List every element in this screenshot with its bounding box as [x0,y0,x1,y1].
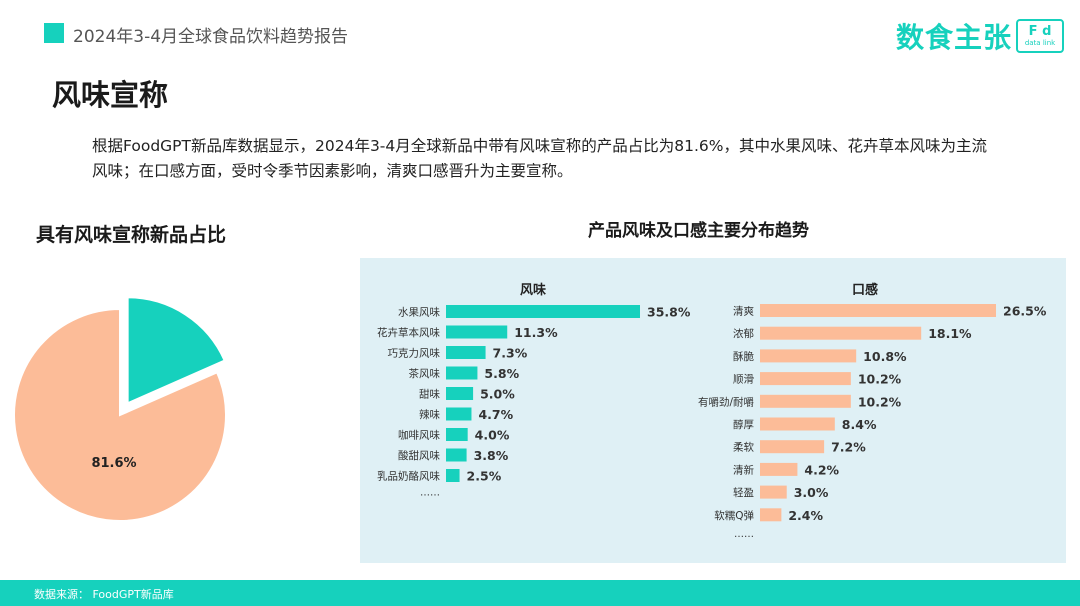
flavor-value-label: 5.8% [484,366,519,381]
texture-bar [760,508,782,522]
texture-value-label: 2.4% [788,508,823,523]
pie-slice-label: 81.6% [91,456,136,471]
flavor-chart-title: 风味 [520,282,546,298]
flavor-value-label: 35.8% [647,305,691,320]
flavor-bar [446,305,640,318]
texture-value-label: 18.1% [928,326,972,341]
brand-logo: 数食主张 F d data link [896,18,1065,54]
pie-slice-1 [126,296,226,405]
flavor-category-label: 酸甜风味 [398,449,440,462]
flavor-category-label: 甜味 [419,388,440,401]
texture-more-indicator: …… [734,529,754,540]
header-accent-square [44,23,64,43]
texture-bar [760,462,798,476]
flavor-category-label: 巧克力风味 [388,347,441,360]
flavor-bar [446,448,467,462]
flavor-bar [446,469,460,482]
flavor-category-label: 茶风味 [409,367,441,380]
texture-category-label: 酥脆 [733,350,754,363]
texture-value-label: 4.2% [804,462,839,477]
trend-chart-title: 产品风味及口感主要分布趋势 [588,221,809,241]
texture-value-label: 10.8% [863,349,907,364]
flavor-bar [446,325,508,339]
texture-value-label: 10.2% [858,372,902,387]
texture-category-label: 浓郁 [733,327,754,340]
pie-slice-0 [13,307,227,522]
texture-value-label: 26.5% [1003,304,1047,319]
flavor-claim-pie-chart: 81.6% [13,296,227,522]
texture-value-label: 7.2% [831,440,866,455]
flavor-value-label: 2.5% [467,469,502,484]
flavor-more-indicator: …… [420,488,440,499]
texture-category-label: 有嚼劲/耐嚼 [698,395,755,408]
texture-value-label: 10.2% [858,394,902,409]
texture-category-label: 清爽 [733,305,754,318]
trend-chart-panel: 风味水果风味 35.8% 花卉草本风味 11.3% 巧克力风味 7.3% 茶风味 5.8% 甜味… [360,258,1066,563]
logo-text: 数食主张 [896,21,1013,54]
texture-bar [760,326,922,340]
texture-category-label: 轻盈 [733,486,754,499]
logo-badge-line1: F d [1028,23,1052,39]
flavor-value-label: 5.0% [480,387,515,402]
texture-bar [760,349,857,363]
flavor-bar [446,366,478,380]
texture-category-label: 软糯Q弹 [714,509,754,522]
flavor-category-label: 花卉草本风味 [377,326,440,339]
flavor-category-label: 水果风味 [398,307,440,319]
flavor-bar [446,387,474,400]
flavor-category-label: 辣味 [419,408,440,421]
texture-bar [760,440,825,454]
flavor-category-label: 乳品奶酪风味 [377,470,440,483]
texture-category-label: 醇厚 [733,418,754,431]
report-title: 2024年3-4月全球食品饮料趋势报告 [73,27,349,47]
texture-value-label: 8.4% [842,417,877,432]
flavor-bar [446,428,468,441]
logo-badge-line2: data link [1024,38,1056,47]
footer-bar: 数据来源： FoodGPT新品库 [0,580,1080,606]
texture-category-label: 柔软 [733,441,754,454]
flavor-value-label: 7.3% [493,346,528,361]
texture-category-label: 顺滑 [733,374,754,386]
texture-bar [760,485,787,499]
flavor-value-label: 11.3% [514,325,558,340]
texture-value-label: 3.0% [794,485,829,500]
pie-chart-title: 具有风味宣称新品占比 [36,224,227,246]
flavor-bar [446,346,486,359]
texture-bar [760,304,996,317]
flavor-bar [446,407,472,421]
flavor-value-label: 4.7% [478,407,513,422]
page-title: 风味宣称 [52,78,169,112]
flavor-value-label: 4.0% [475,428,510,443]
texture-chart-title: 口感 [852,282,878,298]
data-source: 数据来源： FoodGPT新品库 [34,588,174,601]
logo-badge: F d data link [1016,19,1065,53]
texture-category-label: 清新 [733,463,754,476]
summary-paragraph: 根据FoodGPT新品库数据显示，2024年3-4月全球新品中带有风味宣称的产品… [92,137,987,180]
texture-bar [760,372,851,386]
flavor-value-label: 3.8% [474,448,509,463]
flavor-category-label: 咖啡风味 [398,430,440,442]
texture-bar [760,394,851,408]
texture-bar [760,417,835,431]
